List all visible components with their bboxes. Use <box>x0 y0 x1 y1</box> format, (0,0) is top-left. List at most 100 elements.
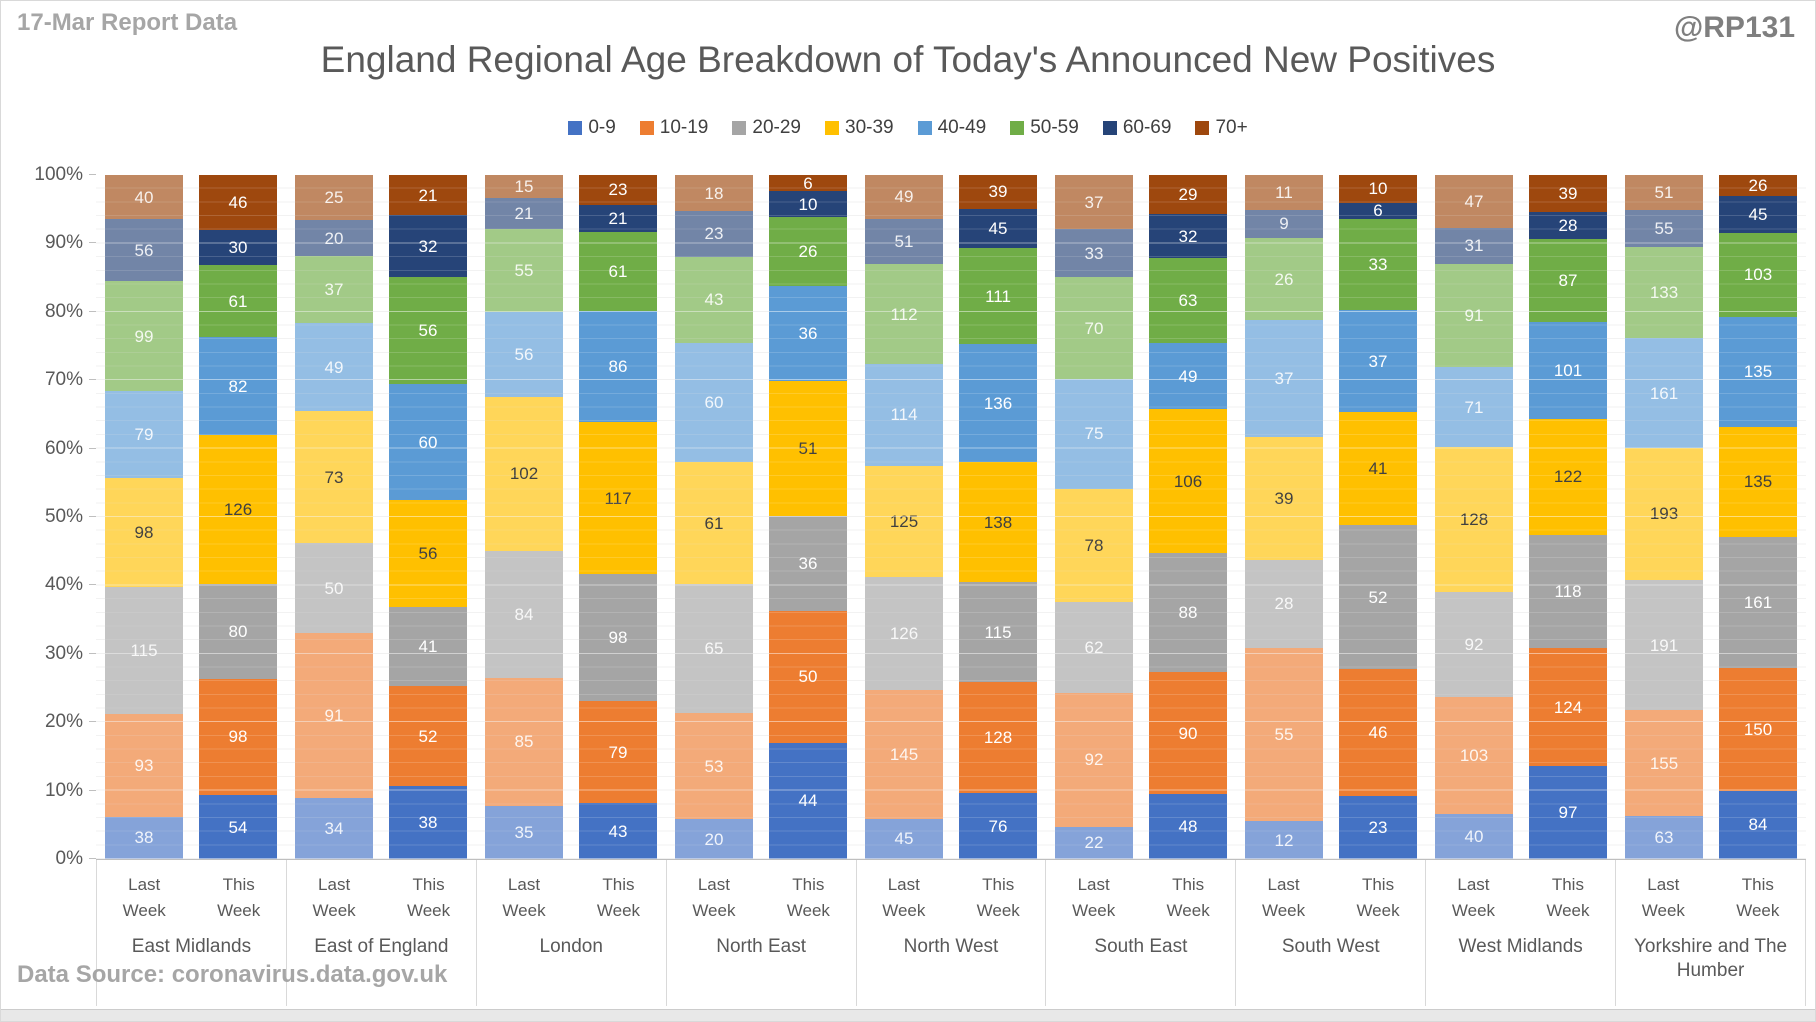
segment-value-label: 118 <box>1554 582 1582 602</box>
segment-value-label: 28 <box>1274 594 1294 614</box>
bar-segment: 90 <box>1149 672 1227 794</box>
bar-segment: 98 <box>105 478 183 587</box>
segment-value-label: 53 <box>704 756 724 776</box>
bar-segment: 56 <box>485 312 563 397</box>
bar-segment: 161 <box>1719 537 1797 669</box>
week-axis-label: Last Week <box>1451 875 1496 921</box>
segment-value-label: 40 <box>134 187 154 207</box>
x-axis-region-cell: Last Week This Week East of England <box>285 860 476 1006</box>
segment-value-label: 45 <box>894 829 914 849</box>
segment-value-label: 21 <box>608 208 628 228</box>
bar-segment: 29 <box>1149 175 1227 215</box>
week-axis-label: This Week <box>406 875 451 921</box>
segment-value-label: 60 <box>704 392 724 412</box>
segment-value-label: 49 <box>894 187 914 207</box>
week-axis-label: Last Week <box>122 875 166 921</box>
bar-segment: 61 <box>199 265 277 338</box>
bar-segment: 45 <box>959 208 1037 248</box>
bar-segment: 12 <box>1245 821 1323 859</box>
segment-value-label: 98 <box>608 627 628 647</box>
segment-value-label: 10 <box>1368 179 1388 199</box>
bar-segment: 76 <box>959 793 1037 859</box>
segment-value-label: 46 <box>1368 722 1388 742</box>
last-week-bar: 22 92 62 78 75 70 33 37 <box>1055 175 1133 859</box>
bar-segment: 11 <box>1245 175 1323 210</box>
y-axis-tick-label: 100% <box>34 164 83 185</box>
bars-container: 38 93 115 98 79 99 56 40 54 98 80 126 82 61 30 46 34 91 50… <box>96 175 1806 859</box>
region-group: 45 145 126 125 114 112 51 49 76 128 115 138 136 111 45… <box>856 175 1046 859</box>
region-group: 22 92 62 78 75 70 33 37 48 90 88 106 49 63 32 29 <box>1046 175 1236 859</box>
x-axis-region-cell: Last Week This Week East Midlands <box>96 860 286 1006</box>
bar-segment: 122 <box>1529 418 1607 536</box>
bar-segment: 65 <box>675 583 753 714</box>
week-axis-label: Last Week <box>1641 875 1685 921</box>
last-week-bar: 40 103 92 128 71 91 31 47 <box>1435 175 1513 859</box>
author-watermark: @RP131 <box>1674 11 1795 44</box>
chart-title: England Regional Age Breakdown of Today'… <box>320 39 1496 80</box>
bar-segment: 32 <box>389 215 467 277</box>
report-date-label: 17-Mar Report Data <box>17 9 238 36</box>
segment-value-label: 61 <box>704 513 724 533</box>
bar-segment: 28 <box>1245 559 1323 648</box>
segment-value-label: 56 <box>134 240 154 260</box>
segment-value-label: 70 <box>1084 318 1104 338</box>
week-axis-label: Last Week <box>312 875 356 921</box>
segment-value-label: 37 <box>324 280 344 300</box>
bar-segment: 61 <box>579 232 657 312</box>
week-axis-label: This Week <box>217 875 261 921</box>
bar-segment: 37 <box>1055 175 1133 229</box>
bar-segment: 50 <box>769 610 847 743</box>
bar-segment: 36 <box>769 285 847 382</box>
bar-segment: 15 <box>485 175 563 198</box>
segment-value-label: 46 <box>228 192 248 212</box>
bar-segment: 41 <box>1339 412 1417 526</box>
bar-segment: 30 <box>199 229 277 266</box>
bar-segment: 44 <box>769 742 847 859</box>
bar-segment: 47 <box>1435 175 1513 229</box>
bar-segment: 55 <box>1625 209 1703 248</box>
segment-value-label: 133 <box>1649 283 1679 303</box>
last-week-bar: 35 85 84 102 56 55 21 15 <box>485 175 563 859</box>
bar-segment: 37 <box>1339 310 1417 413</box>
segment-value-label: 49 <box>324 357 344 377</box>
region-group: 63 155 191 193 161 133 55 51 84 150 161 135 135 103 45… <box>1616 175 1806 859</box>
bar-segment: 26 <box>1245 238 1323 321</box>
bar-segment: 79 <box>579 700 657 804</box>
bar-segment: 56 <box>389 499 467 608</box>
segment-value-label: 103 <box>1459 745 1489 765</box>
bar-segment: 45 <box>1719 196 1797 233</box>
segment-value-label: 82 <box>228 376 248 396</box>
bar-segment: 145 <box>865 689 943 819</box>
segment-value-label: 98 <box>228 727 248 747</box>
y-axis-tick-mark <box>89 652 96 654</box>
legend-item-label: 30-39 <box>845 117 894 138</box>
this-week-bar: 97 124 118 122 101 87 28 39 <box>1529 175 1607 859</box>
region-axis-label: Yorkshire and The Humber <box>1633 935 1788 982</box>
segment-value-label: 56 <box>514 345 534 365</box>
bar-segment: 33 <box>1055 229 1133 278</box>
segment-value-label: 115 <box>130 640 158 660</box>
bar-segment: 46 <box>1339 668 1417 796</box>
week-axis-label: Last Week <box>502 875 546 921</box>
x-axis-region-cell: Last Week This Week North West <box>855 860 1046 1006</box>
region-group: 34 91 50 73 49 37 20 25 38 52 41 56 60 56 32 21 <box>286 175 476 859</box>
bar-segment: 133 <box>1625 247 1703 339</box>
segment-value-label: 126 <box>889 623 919 643</box>
bar-segment: 99 <box>105 281 183 391</box>
segment-value-label: 56 <box>418 321 438 341</box>
bar-segment: 63 <box>1149 257 1227 343</box>
segment-value-label: 91 <box>1464 305 1484 325</box>
segment-value-label: 29 <box>1178 185 1198 205</box>
segment-value-label: 6 <box>803 173 813 193</box>
this-week-bar: 38 52 41 56 60 56 32 21 <box>389 175 467 859</box>
segment-value-label: 51 <box>798 438 818 458</box>
segment-value-label: 23 <box>704 224 724 244</box>
segment-value-label: 51 <box>894 231 914 251</box>
bar-segment: 21 <box>389 175 467 216</box>
y-axis-tick-mark <box>89 858 96 859</box>
segment-value-label: 39 <box>1558 184 1578 204</box>
region-axis-label: North East <box>716 935 806 957</box>
this-week-bar: 43 79 98 117 86 61 21 23 <box>579 175 657 859</box>
legend: 0-9 10-19 20-29 30-39 40-49 50-59 60-69 70+ <box>1 117 1815 139</box>
bar-segment: 45 <box>865 818 943 859</box>
